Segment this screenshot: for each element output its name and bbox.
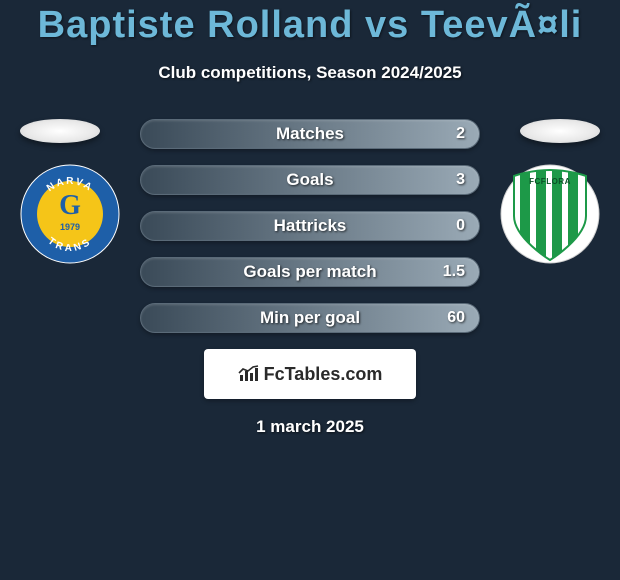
stat-bar-hattricks: Hattricks 0 (140, 211, 480, 241)
stat-value: 3 (456, 171, 465, 189)
stat-value: 2 (456, 125, 465, 143)
brand-box: FcTables.com (204, 349, 416, 399)
team-badge-left: NARVA TRANS G 1979 (20, 164, 120, 264)
svg-text:1979: 1979 (60, 222, 80, 232)
brand-logo: FcTables.com (238, 364, 383, 385)
stat-bar-goals: Goals 3 (140, 165, 480, 195)
stat-label: Hattricks (274, 216, 347, 236)
player-disc-right (520, 119, 600, 143)
brand-text: FcTables.com (264, 364, 383, 385)
stat-value: 0 (456, 217, 465, 235)
stat-bar-goals-per-match: Goals per match 1.5 (140, 257, 480, 287)
stat-bar-min-per-goal: Min per goal 60 (140, 303, 480, 333)
comparison-panel: NARVA TRANS G 1979 (0, 119, 620, 437)
stat-bars: Matches 2 Goals 3 Hattricks 0 Goals per … (140, 119, 480, 333)
stat-label: Matches (276, 124, 344, 144)
svg-text:FCFLORA: FCFLORA (529, 177, 571, 186)
stat-bar-matches: Matches 2 (140, 119, 480, 149)
team-badge-right: FCFLORA (500, 164, 600, 264)
subtitle: Club competitions, Season 2024/2025 (0, 63, 620, 83)
svg-text:G: G (59, 190, 81, 221)
player-disc-left (20, 119, 100, 143)
stat-label: Goals (286, 170, 333, 190)
stat-value: 1.5 (443, 263, 465, 281)
stat-label: Min per goal (260, 308, 360, 328)
date-text: 1 march 2025 (0, 417, 620, 437)
chart-icon (238, 365, 260, 383)
stat-value: 60 (447, 309, 465, 327)
stat-label: Goals per match (243, 262, 376, 282)
page-title: Baptiste Rolland vs TeevÃ¤li (0, 0, 620, 47)
